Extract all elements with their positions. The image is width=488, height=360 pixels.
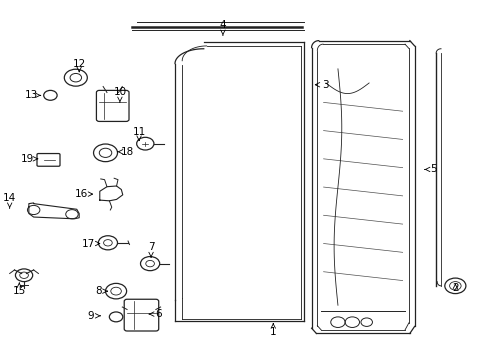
Text: 4: 4 <box>219 20 226 35</box>
Text: 11: 11 <box>132 127 145 140</box>
Text: 16: 16 <box>75 189 92 199</box>
Text: 8: 8 <box>95 286 107 296</box>
Text: 7: 7 <box>147 242 154 258</box>
Text: 14: 14 <box>3 193 16 208</box>
Text: 5: 5 <box>424 165 436 174</box>
Text: 15: 15 <box>13 283 26 296</box>
Text: 9: 9 <box>88 311 100 321</box>
Text: 19: 19 <box>21 154 38 164</box>
Text: 6: 6 <box>149 309 161 319</box>
Text: 10: 10 <box>113 87 126 102</box>
Text: 2: 2 <box>451 283 458 293</box>
Text: 1: 1 <box>269 324 276 337</box>
Text: 13: 13 <box>24 90 41 100</box>
Text: 3: 3 <box>315 80 328 90</box>
Text: 12: 12 <box>72 59 85 72</box>
Text: 18: 18 <box>118 147 133 157</box>
Text: 17: 17 <box>82 239 100 248</box>
